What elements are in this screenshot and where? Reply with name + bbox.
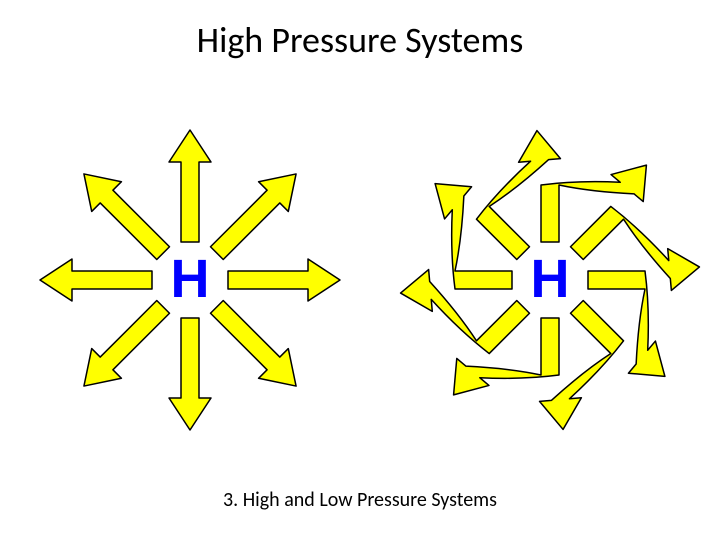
caption-text: 3. High and Low Pressure Systems — [0, 488, 720, 512]
arrow-straight — [211, 301, 297, 387]
diagram-curved-arrows: H — [390, 120, 710, 440]
center-letter-left: H — [171, 252, 210, 306]
arrow-straight — [40, 259, 152, 301]
arrow-straight — [84, 301, 170, 387]
center-letter-right: H — [531, 252, 570, 306]
arrow-straight — [84, 174, 170, 260]
page-title: High Pressure Systems — [0, 18, 720, 62]
arrow-straight — [169, 318, 211, 430]
arrow-straight — [211, 174, 297, 260]
arrow-straight — [228, 259, 340, 301]
diagram-area: H H — [0, 110, 720, 470]
diagram-straight-arrows: H — [30, 120, 350, 440]
arrow-straight — [169, 130, 211, 242]
